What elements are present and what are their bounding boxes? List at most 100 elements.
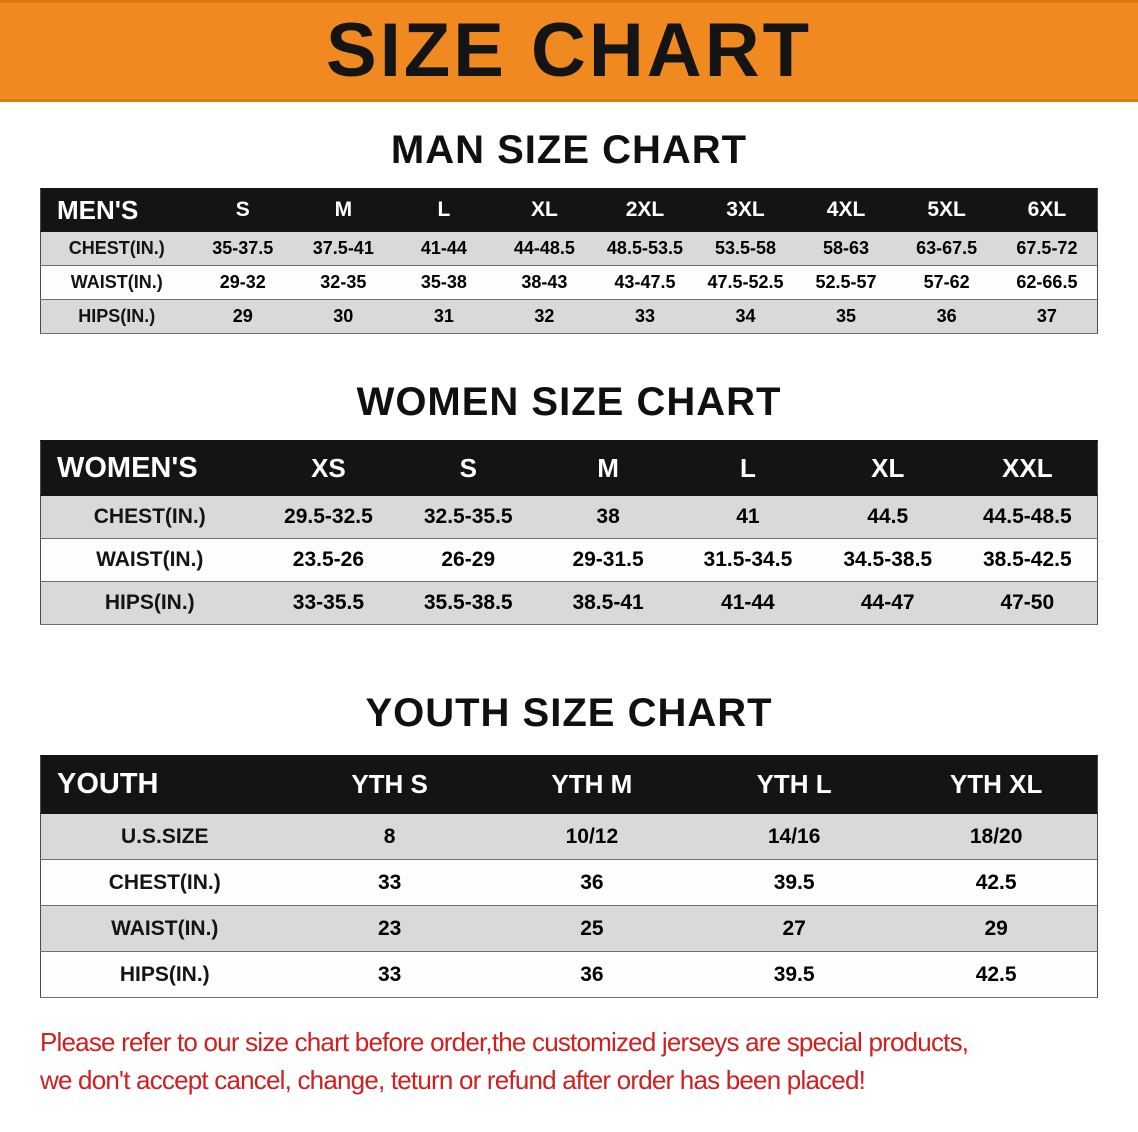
size-column-header: 4XL — [795, 188, 897, 232]
size-value-cell: 26-29 — [398, 538, 539, 582]
table-header-row: MEN'S S M L XL 2XL 3XL 4XL 5XL 6XL — [40, 188, 1098, 232]
size-value-cell: 31.5-34.5 — [677, 538, 818, 582]
measurement-row: HIPS(IN.) 33-35.5 35.5-38.5 38.5-41 41-44 44-… — [40, 581, 1098, 625]
measurement-row: U.S.SIZE 8 10/12 14/16 18/20 — [40, 813, 1098, 860]
row-label-cell: CHEST(IN.) — [40, 495, 259, 539]
table-header-row: WOMEN'S XS S M L XL XXL — [40, 440, 1098, 496]
size-value-cell: 10/12 — [490, 813, 693, 860]
size-value-cell: 36 — [896, 299, 997, 334]
size-value-cell: 38-43 — [494, 265, 595, 300]
page-title: SIZE CHART — [326, 8, 812, 93]
size-column-header: XL — [494, 188, 595, 232]
size-value-cell: 38.5-42.5 — [957, 538, 1098, 582]
size-value-cell: 36 — [490, 951, 693, 998]
size-column-header: S — [398, 440, 539, 496]
size-value-cell: 39.5 — [693, 951, 896, 998]
size-column-header: YTH S — [288, 755, 491, 814]
size-value-cell: 23.5-26 — [258, 538, 399, 582]
size-value-cell: 8 — [288, 813, 491, 860]
measurement-row: CHEST(IN.) 35-37.5 37.5-41 41-44 44-48.5 48.5… — [40, 231, 1098, 266]
size-value-cell: 33 — [288, 859, 491, 906]
size-value-cell: 48.5-53.5 — [594, 231, 696, 266]
size-column-header: L — [677, 440, 818, 496]
row-label-cell: WAIST(IN.) — [40, 905, 289, 952]
row-label-cell: CHEST(IN.) — [40, 859, 289, 906]
measurement-row: HIPS(IN.) 33 36 39.5 42.5 — [40, 951, 1098, 998]
table-header-row: YOUTH YTH S YTH M YTH L YTH XL — [40, 755, 1098, 814]
size-value-cell: 31 — [393, 299, 495, 334]
size-column-header: 6XL — [996, 188, 1098, 232]
size-value-cell: 39.5 — [693, 859, 896, 906]
size-value-cell: 35-37.5 — [192, 231, 294, 266]
size-value-cell: 25 — [490, 905, 693, 952]
measurement-row: WAIST(IN.) 23 25 27 29 — [40, 905, 1098, 952]
size-column-header: XL — [817, 440, 958, 496]
man-section-heading: MAN SIZE CHART — [390, 128, 748, 172]
size-column-header: M — [538, 440, 678, 496]
size-value-cell: 44.5 — [817, 495, 958, 539]
size-value-cell: 29 — [192, 299, 294, 334]
size-value-cell: 29-32 — [192, 265, 294, 300]
size-value-cell: 42.5 — [895, 951, 1098, 998]
size-value-cell: 36 — [490, 859, 693, 906]
table-title-cell: YOUTH — [40, 755, 289, 814]
size-value-cell: 29.5-32.5 — [258, 495, 399, 539]
size-column-header: 3XL — [695, 188, 796, 232]
table-title-cell: MEN'S — [40, 188, 193, 232]
size-value-cell: 35 — [795, 299, 897, 334]
size-value-cell: 42.5 — [895, 859, 1098, 906]
youth-section-heading: YOUTH SIZE CHART — [365, 691, 773, 735]
size-value-cell: 67.5-72 — [996, 231, 1098, 266]
size-value-cell: 32-35 — [293, 265, 394, 300]
size-column-header: L — [393, 188, 495, 232]
size-value-cell: 32.5-35.5 — [398, 495, 539, 539]
size-value-cell: 33-35.5 — [258, 581, 399, 625]
banner: SIZE CHART — [0, 0, 1138, 102]
size-value-cell: 32 — [494, 299, 595, 334]
man-size-table: MEN'S S M L XL 2XL 3XL 4XL 5XL 6XL CHEST(IN.) 35-37… — [40, 188, 1098, 334]
size-value-cell: 47.5-52.5 — [695, 265, 796, 300]
size-value-cell: 33 — [594, 299, 696, 334]
size-value-cell: 38.5-41 — [538, 581, 678, 625]
size-value-cell: 57-62 — [896, 265, 997, 300]
size-column-header: 2XL — [594, 188, 696, 232]
measurement-row: CHEST(IN.) 29.5-32.5 32.5-35.5 38 41 44.5 44.5… — [40, 495, 1098, 539]
footer-note: Please refer to our size chart before or… — [40, 1024, 1138, 1099]
footer-note-line-2: we don't accept cancel, change, teturn o… — [40, 1064, 866, 1095]
row-label-cell: HIPS(IN.) — [40, 299, 193, 334]
size-value-cell: 44-47 — [817, 581, 958, 625]
size-column-header: XXL — [957, 440, 1098, 496]
size-value-cell: 43-47.5 — [594, 265, 696, 300]
size-value-cell: 58-63 — [795, 231, 897, 266]
row-label-cell: CHEST(IN.) — [40, 231, 193, 266]
size-column-header: S — [192, 188, 294, 232]
size-value-cell: 62-66.5 — [996, 265, 1098, 300]
size-value-cell: 47-50 — [957, 581, 1098, 625]
women-size-section: WOMEN SIZE CHART WOMEN'S XS S M L XL XXL CHEST(… — [0, 380, 1138, 625]
row-label-cell: WAIST(IN.) — [40, 265, 193, 300]
women-size-table: WOMEN'S XS S M L XL XXL CHEST(IN.) 29.5-32.5 32.5… — [40, 440, 1098, 625]
size-value-cell: 35.5-38.5 — [398, 581, 539, 625]
size-value-cell: 34 — [695, 299, 796, 334]
size-value-cell: 44-48.5 — [494, 231, 595, 266]
size-column-header: YTH XL — [895, 755, 1098, 814]
measurement-row: WAIST(IN.) 23.5-26 26-29 29-31.5 31.5-34.5 34… — [40, 538, 1098, 582]
size-value-cell: 34.5-38.5 — [817, 538, 958, 582]
youth-size-section: YOUTH SIZE CHART YOUTH YTH S YTH M YTH L YTH… — [0, 691, 1138, 998]
size-column-header: YTH M — [490, 755, 693, 814]
size-value-cell: 41-44 — [677, 581, 818, 625]
size-value-cell: 33 — [288, 951, 491, 998]
women-section-heading: WOMEN SIZE CHART — [356, 380, 782, 424]
measurement-row: HIPS(IN.) 29 30 31 32 33 34 35 36 37 — [40, 299, 1098, 334]
size-value-cell: 37 — [996, 299, 1098, 334]
row-label-cell: HIPS(IN.) — [40, 951, 289, 998]
row-label-cell: U.S.SIZE — [40, 813, 289, 860]
row-label-cell: WAIST(IN.) — [40, 538, 259, 582]
size-value-cell: 23 — [288, 905, 491, 952]
size-column-header: 5XL — [896, 188, 997, 232]
size-value-cell: 41 — [677, 495, 818, 539]
man-size-section: MAN SIZE CHART MEN'S S M L XL 2XL 3XL 4XL 5XL 6XL… — [0, 128, 1138, 334]
size-column-header: M — [293, 188, 394, 232]
row-label-cell: HIPS(IN.) — [40, 581, 259, 625]
size-value-cell: 30 — [293, 299, 394, 334]
